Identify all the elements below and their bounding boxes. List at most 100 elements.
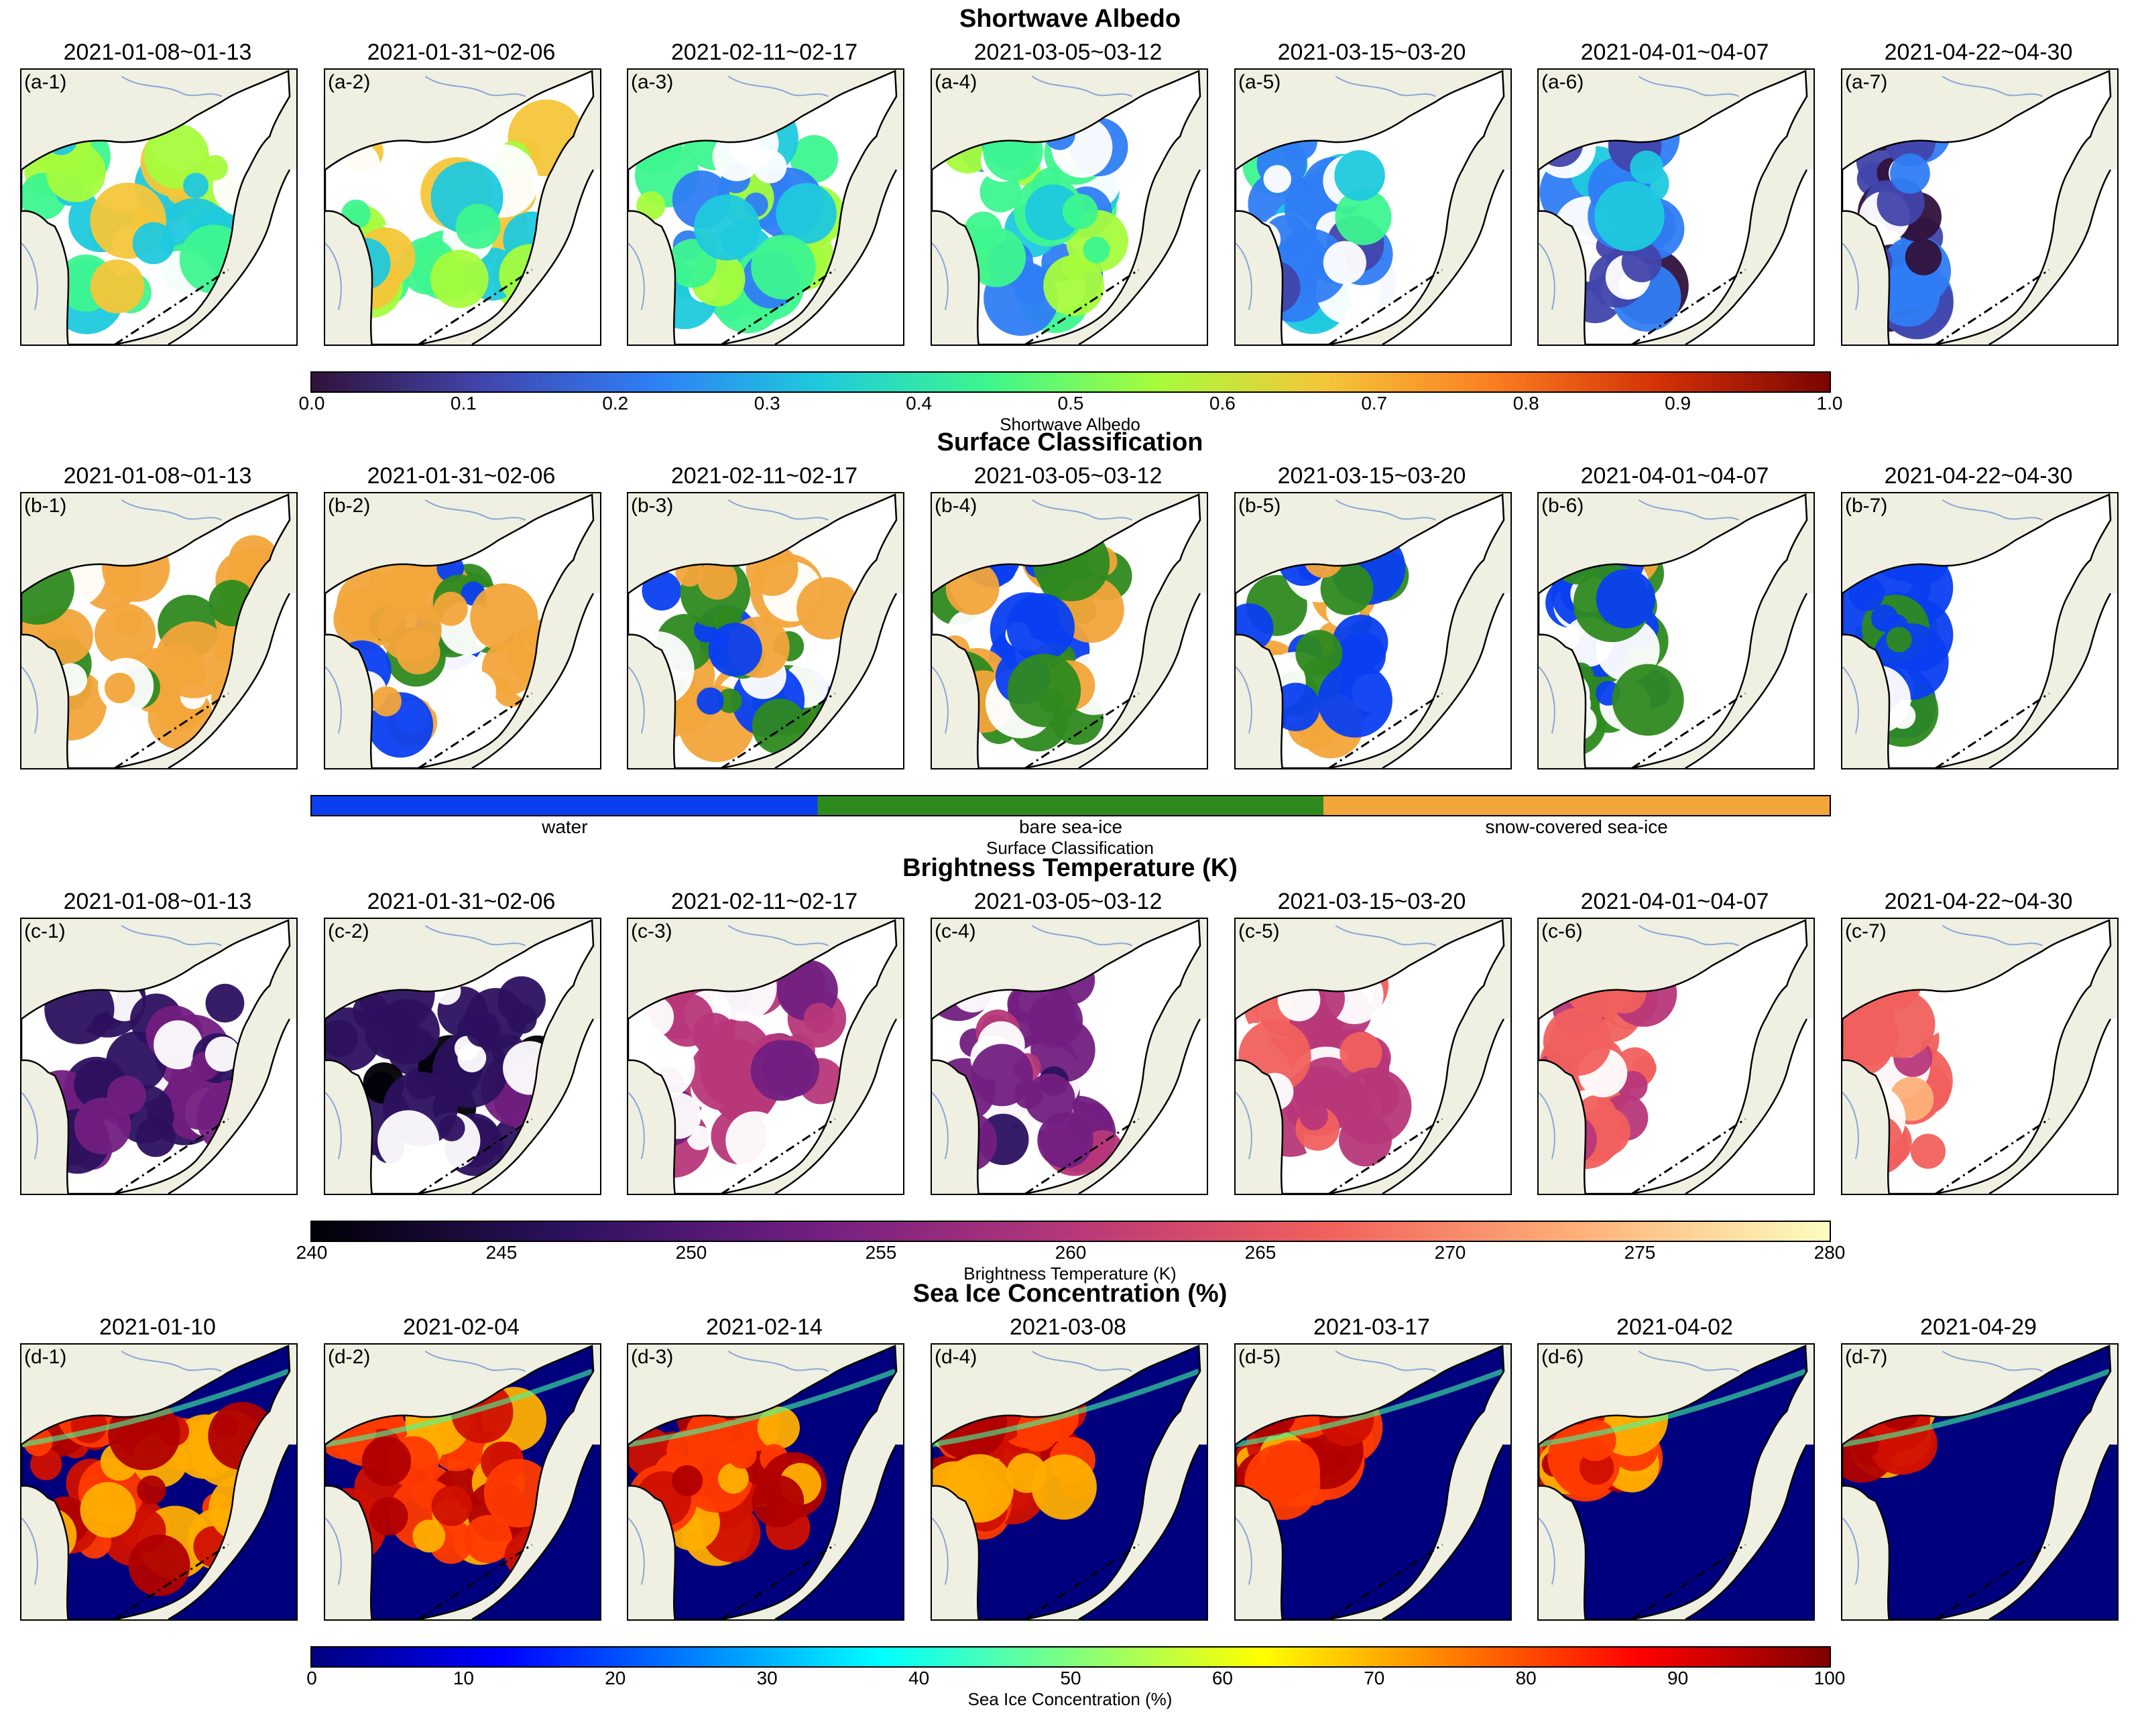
colorbar-tick: 275 [1624,1242,1656,1263]
river [121,1351,222,1372]
kamchatka-coast [1382,1444,1505,1619]
panel-label: (d-5) [1238,1346,1281,1368]
open-ocean [774,593,903,768]
river [1236,243,1252,310]
map-panel: (a-2) [324,68,601,346]
kamchatka-coast [1988,1018,2112,1194]
map-panel: (b-2) [324,492,601,769]
river [727,1351,829,1372]
panel-date: 2021-04-22~04-30 [1884,463,2073,489]
panel-date: 2021-04-01~04-07 [1580,889,1769,914]
coastline [1842,70,2112,345]
colorbar-tick: 0.0 [298,393,325,414]
river [1842,1092,1859,1160]
open-ocean [774,1019,903,1194]
kamchatka-coast [168,593,291,768]
river [628,1092,645,1160]
kuril-ridge-line [1024,1118,1140,1194]
river [628,1517,645,1585]
panel-label: (b-4) [935,495,977,517]
kuril-ridge-line [721,692,836,768]
panel-label: (d-4) [935,1346,977,1368]
river [121,76,222,97]
open-ocean [1988,170,2117,345]
map-panel: (c-7) [1841,918,2119,1195]
river [1638,76,1739,97]
kamchatka-coast [774,169,898,345]
colorbar-label: Brightness Temperature (K) [963,1263,1177,1284]
river [1236,666,1252,734]
panel-date: 2021-03-15~03-20 [1277,463,1466,489]
colorbar-tick: 70 [1364,1668,1385,1688]
river [1539,243,1555,310]
open-ocean [1382,1444,1510,1619]
map-panel: (b-1) [20,492,298,769]
coastline [1539,919,1808,1194]
coastline [1539,70,1808,345]
panel-date: 2021-02-11~02-17 [670,463,858,489]
colorbar-class-label: bare sea-ice [1018,816,1123,837]
coastline [628,493,898,768]
panel-label: (d-2) [328,1346,371,1368]
open-ocean [1685,593,1814,768]
open-ocean [168,170,296,345]
panel-label: (c-2) [328,920,369,942]
open-ocean [1988,1019,2117,1194]
river [1638,1351,1739,1372]
coastline [1842,493,2112,768]
colorbar-tick: 0.1 [450,393,477,414]
ice-field [932,951,1124,1176]
kamchatka-coast [774,1018,898,1194]
kuril-ridge-line [114,692,229,768]
map-panel: (d-7) [1841,1343,2119,1621]
coastline [1842,919,2112,1194]
colorbar-tick: 0 [306,1668,317,1688]
river [121,925,222,946]
colorbar-tick: 40 [908,1668,930,1688]
open-ocean [1078,1444,1207,1619]
panel-label: (a-1) [24,71,67,93]
kuril-ridge-line [721,269,836,345]
map-panel: (a-5) [1234,68,1512,346]
kuril-ridge-line [1328,1544,1443,1619]
panel-label: (b-5) [1238,495,1281,517]
ice-field [332,99,585,324]
colorbar-label: Shortwave Albedo [1000,414,1140,434]
river [727,925,829,946]
map-panel: (b-6) [1537,492,1815,769]
river [1638,925,1739,946]
open-ocean [1988,1444,2117,1619]
panel-label: (c-1) [24,920,66,942]
panel-label: (a-7) [1845,71,1888,93]
river [21,243,38,310]
river [424,925,526,946]
kuril-ridge-line [1024,692,1140,768]
open-ocean [168,1444,296,1619]
map-panel: (c-3) [627,918,904,1195]
open-ocean [471,593,600,768]
map-panel: (c-4) [931,918,1208,1195]
open-ocean [1078,170,1207,345]
colorbar-tick: 250 [675,1242,707,1263]
coastline [1236,493,1505,768]
coastline [1236,1345,1505,1619]
kuril-ridge-line [114,1118,229,1194]
panel-label: (b-6) [1541,495,1584,517]
panel-label: (b-1) [24,495,67,517]
kamchatka-coast [471,1018,595,1194]
map-panel: (a-7) [1841,68,2119,346]
kamchatka-coast [1685,169,1808,345]
kuril-ridge-line [418,692,533,768]
kuril-ridge-line [721,1118,836,1194]
coastline [21,493,291,768]
panel-label: (c-5) [1238,920,1280,942]
open-ocean [1685,1019,1814,1194]
panel-label: (d-6) [1541,1346,1584,1368]
river [1942,499,2043,521]
map-panel: (b-3) [627,492,904,769]
colorbar-tick: 245 [485,1242,518,1263]
kuril-ridge-line [1328,269,1443,345]
panel-date: 2021-03-05~03-12 [973,40,1163,65]
river [325,243,342,310]
kuril-ridge-line [721,1544,836,1619]
